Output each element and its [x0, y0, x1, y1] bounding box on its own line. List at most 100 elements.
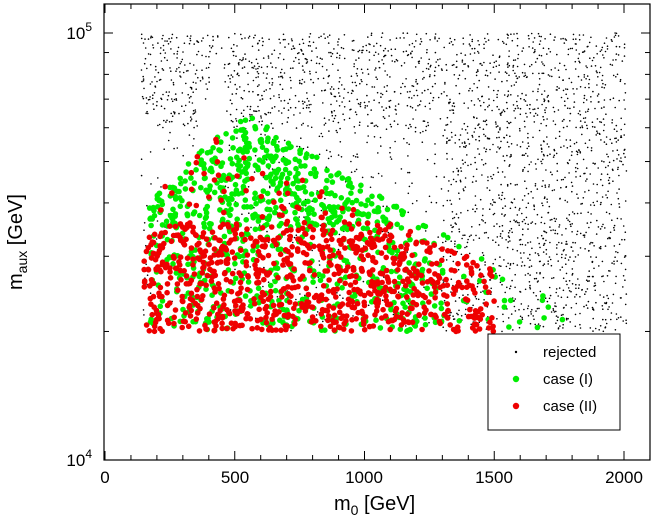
rejected-point	[554, 123, 557, 126]
case-1-point	[188, 175, 194, 181]
rejected-point	[277, 57, 280, 59]
case-2-point	[164, 261, 170, 268]
rejected-point	[141, 80, 143, 83]
rejected-point	[266, 73, 269, 75]
case-1-point	[252, 226, 259, 233]
rejected-point	[623, 152, 625, 155]
case-1-point	[293, 165, 299, 172]
rejected-point	[549, 294, 552, 297]
rejected-point	[552, 308, 554, 310]
rejected-point	[509, 135, 511, 138]
case-2-point	[244, 252, 251, 258]
rejected-point	[588, 83, 590, 85]
case-2-point	[379, 315, 385, 321]
rejected-point	[625, 293, 628, 295]
case-2-point	[199, 270, 206, 276]
rejected-point	[591, 306, 594, 309]
rejected-point	[461, 59, 464, 61]
rejected-point	[565, 93, 567, 96]
rejected-point	[440, 92, 443, 95]
rejected-point	[564, 199, 566, 202]
rejected-point	[534, 323, 536, 326]
rejected-point	[510, 85, 513, 87]
rejected-point	[507, 317, 510, 319]
case-2-point	[145, 266, 151, 273]
case-1-point	[282, 166, 289, 173]
case-1-point	[156, 197, 162, 204]
rejected-point	[410, 125, 412, 128]
case-2-point	[172, 223, 179, 230]
case-2-point	[428, 311, 434, 318]
rejected-point	[572, 33, 575, 36]
rejected-point	[583, 94, 586, 97]
rejected-point	[485, 69, 488, 72]
rejected-point	[586, 222, 589, 224]
rejected-point	[618, 99, 620, 102]
case-1-point	[196, 212, 203, 219]
rejected-point	[446, 116, 449, 119]
rejected-point	[588, 189, 590, 192]
rejected-point	[519, 97, 522, 100]
rejected-point	[481, 219, 483, 221]
rejected-point	[474, 127, 477, 130]
case-2-point	[232, 308, 238, 314]
rejected-point	[467, 238, 469, 241]
case-2-point	[179, 293, 185, 300]
rejected-point	[524, 74, 527, 77]
rejected-point	[534, 163, 537, 165]
rejected-point	[427, 88, 429, 91]
case-1-point	[478, 256, 485, 262]
rejected-point	[228, 149, 231, 152]
case-2-point	[244, 311, 250, 317]
case-2-point	[180, 298, 186, 305]
rejected-point	[372, 176, 374, 179]
rejected-point	[553, 311, 556, 313]
case-2-point	[437, 320, 444, 327]
case-1-point	[358, 201, 364, 207]
rejected-point	[306, 104, 308, 107]
case-2-point	[391, 244, 398, 251]
case-2-point	[339, 205, 345, 212]
rejected-point	[257, 76, 260, 78]
rejected-point	[509, 285, 512, 288]
rejected-point	[518, 239, 521, 241]
rejected-point	[464, 146, 467, 148]
rejected-point	[352, 155, 355, 157]
case-1-point	[218, 139, 224, 145]
case-1-point	[422, 315, 428, 321]
rejected-point	[499, 233, 502, 235]
rejected-point	[257, 62, 259, 65]
rejected-point	[342, 47, 345, 50]
rejected-point	[619, 78, 622, 81]
rejected-point	[579, 323, 581, 326]
rejected-point	[343, 57, 346, 60]
rejected-point	[185, 82, 187, 85]
rejected-point	[434, 82, 437, 85]
rejected-point	[316, 56, 319, 58]
rejected-point	[232, 120, 234, 123]
case-1-point	[456, 318, 463, 324]
case-1-point	[245, 176, 251, 182]
rejected-point	[481, 174, 483, 176]
case-1-point	[343, 258, 350, 264]
case-2-point	[366, 241, 373, 247]
rejected-point	[143, 62, 146, 65]
rejected-point	[508, 145, 510, 148]
rejected-point	[148, 98, 151, 101]
rejected-point	[343, 119, 346, 121]
case-2-point	[228, 320, 235, 327]
rejected-point	[483, 61, 485, 64]
rejected-point	[586, 75, 589, 77]
rejected-point	[396, 60, 399, 62]
case-2-point	[434, 279, 441, 286]
rejected-point	[445, 124, 447, 126]
case-1-point	[375, 205, 382, 211]
rejected-point	[597, 93, 600, 95]
rejected-point	[614, 256, 616, 259]
case-2-point	[226, 240, 232, 246]
rejected-point	[508, 64, 511, 67]
rejected-point	[383, 86, 386, 88]
case-2-point	[259, 170, 266, 177]
rejected-point	[375, 124, 377, 127]
rejected-point	[481, 159, 483, 161]
